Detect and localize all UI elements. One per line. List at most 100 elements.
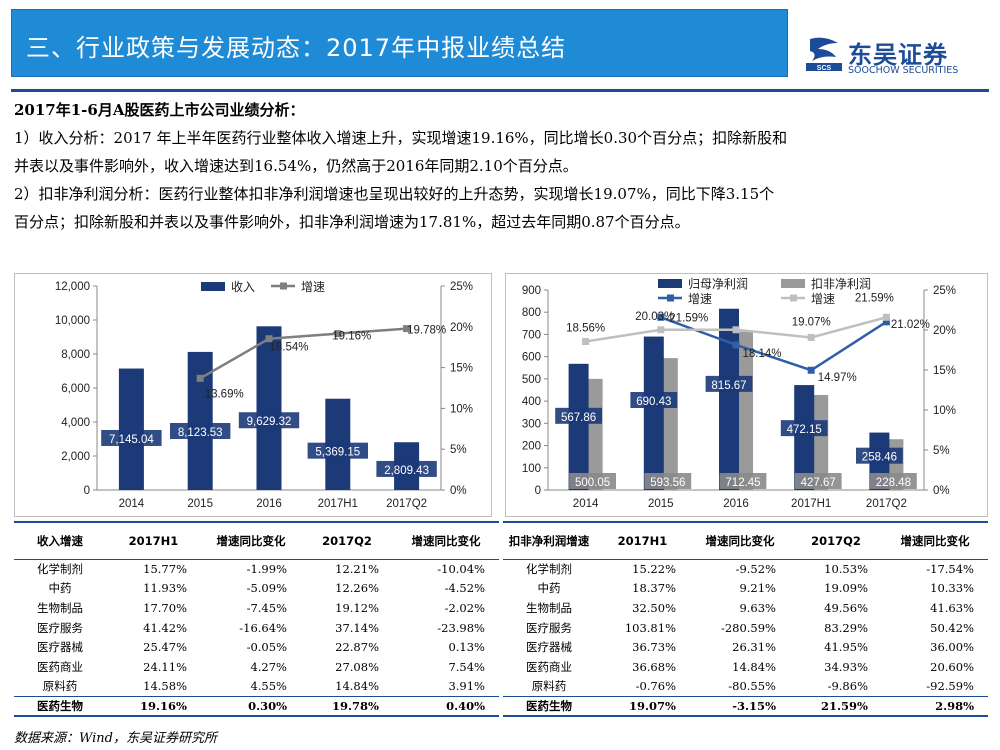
table-row: 医疗服务 41.42% -16.64% 37.14% -23.98%	[14, 618, 499, 638]
x-tick-label: 2017H1	[318, 498, 358, 510]
y-left-tick-label: 4,000	[61, 417, 90, 429]
table-row: 生物制品 32.50% 9.63% 49.56% 41.63%	[503, 598, 988, 618]
data-label-bg	[170, 422, 231, 439]
table-row: 原料药 14.58% 4.55% 14.84% 3.91%	[14, 677, 499, 697]
page-title: 三、行业政策与发展动态：2017年中报业绩总结	[26, 34, 567, 62]
column-header: 增速同比变化	[690, 521, 790, 560]
data-label: 815.67	[711, 380, 746, 392]
legend-label: 归母净利润	[688, 277, 748, 291]
data-label: 472.15	[787, 424, 822, 436]
table-row: 医疗器械 25.47% -0.05% 22.87% 0.13%	[14, 637, 499, 657]
column-header: 增速同比变化	[201, 521, 301, 560]
line-data-label: 19.78%	[407, 325, 446, 337]
bar-归母净利润-2016	[719, 308, 739, 490]
header-bar: 三、行业政策与发展动态：2017年中报业绩总结	[11, 9, 788, 77]
table-cell: 10.53%	[824, 562, 868, 577]
company-logo: SCS 东吴证券 SOOCHOW SECURITIES	[804, 33, 994, 81]
line-增速-0	[199, 327, 407, 380]
table-cell: 36.00%	[930, 640, 974, 655]
line-data-label: 18.14%	[742, 348, 781, 360]
table-cell: 9.63%	[739, 600, 776, 615]
data-label-bg	[307, 442, 368, 459]
line-point	[807, 366, 815, 374]
column-header: 增速同比变化	[882, 521, 988, 560]
table-cell: 37.14%	[335, 620, 379, 635]
y-left-tick-label: 300	[522, 418, 541, 430]
table-cell: -3.15%	[690, 695, 790, 717]
table-cell: -9.52%	[735, 562, 776, 577]
data-label-bg	[555, 407, 602, 424]
table-cell: 21.59%	[790, 695, 882, 717]
y-left-tick-label: 700	[522, 329, 541, 341]
line-point	[196, 374, 204, 382]
table-total-row: 医药生物 19.16% 0.30% 19.78% 0.40%	[14, 695, 499, 717]
y-right-tick-label: 0%	[450, 485, 467, 497]
data-label-bg	[101, 429, 162, 446]
table-cell: 3.91%	[448, 679, 485, 694]
line-增速-0	[660, 316, 888, 372]
row-label: 生物制品	[526, 600, 572, 615]
table-cell: 12.26%	[335, 581, 379, 596]
data-label: 567.86	[561, 412, 596, 424]
table-cell: 2.98%	[882, 695, 988, 717]
data-label: 8,123.53	[178, 427, 223, 439]
data-source: 数据来源：Wind，东吴证券研究所	[14, 731, 217, 746]
table-cell: 24.11%	[143, 659, 187, 674]
data-label-bg	[719, 473, 767, 489]
data-label-bg	[238, 412, 300, 429]
table-header-row: 收入增速 2017H1 增速同比变化 2017Q2 增速同比变化	[14, 521, 499, 560]
row-label: 医疗服务	[37, 620, 83, 635]
x-tick-label: 2017H1	[791, 498, 831, 510]
revenue-growth-table: 收入增速 2017H1 增速同比变化 2017Q2 增速同比变化 化学制剂 15.77% -…	[14, 521, 499, 717]
table-row: 原料药 -0.76% -80.55% -9.86% -92.59%	[503, 677, 988, 697]
table-cell: 4.55%	[250, 679, 287, 694]
net-profit-chart: 0 100 200 300 400 500 600 700 800 900 0% 5% 10% 15% 20…	[505, 273, 988, 517]
y-left-tick-label: 800	[522, 307, 541, 319]
line-point	[882, 318, 890, 326]
line-point	[657, 313, 665, 321]
y-right-tick-label: 15%	[450, 363, 473, 375]
data-label: 690.43	[636, 396, 671, 408]
row-label: 医药商业	[526, 659, 572, 674]
legend-marker	[280, 282, 287, 290]
column-header: 扣非净利润增速	[503, 521, 595, 560]
table-cell: 36.73%	[632, 640, 676, 655]
line-data-label: 18.54%	[269, 342, 308, 354]
table-cell: 7.54%	[448, 659, 485, 674]
table-cell: -1.99%	[246, 562, 287, 577]
line-point	[732, 326, 740, 334]
column-header: 2017H1	[595, 521, 690, 560]
header-divider	[11, 89, 989, 92]
line-data-label: 21.59%	[669, 312, 708, 324]
line-data-label: 20.03%	[635, 311, 674, 323]
table-cell: 25.47%	[143, 640, 187, 655]
legend-swatch	[658, 279, 682, 288]
legend-swatch	[201, 282, 225, 291]
legend-label: 增速	[301, 280, 325, 294]
y-right-tick-label: 0%	[933, 485, 950, 497]
line-point	[657, 326, 665, 334]
revenue-analysis-line-1: 1）收入分析：2017 年上半年医药行业整体收入增速上升，实现增速19.16%，…	[14, 129, 788, 147]
line-point	[334, 330, 342, 338]
table-row: 医药商业 36.68% 14.84% 34.93% 20.60%	[503, 657, 988, 677]
bar-归母净利润-2014	[568, 363, 589, 490]
data-label: 9,629.32	[247, 416, 292, 428]
line-point	[265, 335, 273, 343]
row-label: 医疗服务	[526, 620, 572, 635]
table-cell: -17.54%	[926, 562, 974, 577]
bar-收入-2014	[118, 368, 144, 490]
row-label: 生物制品	[37, 600, 83, 615]
legend-label: 收入	[231, 280, 255, 294]
x-tick-label: 2017Q2	[866, 498, 907, 510]
row-label: 化学制剂	[526, 562, 572, 577]
column-header: 增速同比变化	[393, 521, 499, 560]
table-cell: 0.13%	[448, 640, 485, 655]
table-cell: 83.29%	[824, 620, 868, 635]
data-label-bg	[644, 473, 692, 489]
table-cell: 17.70%	[143, 600, 187, 615]
table-cell: 19.16%	[106, 695, 201, 717]
row-label: 医疗器械	[526, 640, 572, 655]
line-point	[807, 333, 815, 341]
profit-analysis-line-2: 百分点；扣除新股和并表以及事件影响外，扣非净利润增速为17.81%，超过去年同期…	[14, 213, 690, 231]
column-header: 2017Q2	[301, 521, 393, 560]
